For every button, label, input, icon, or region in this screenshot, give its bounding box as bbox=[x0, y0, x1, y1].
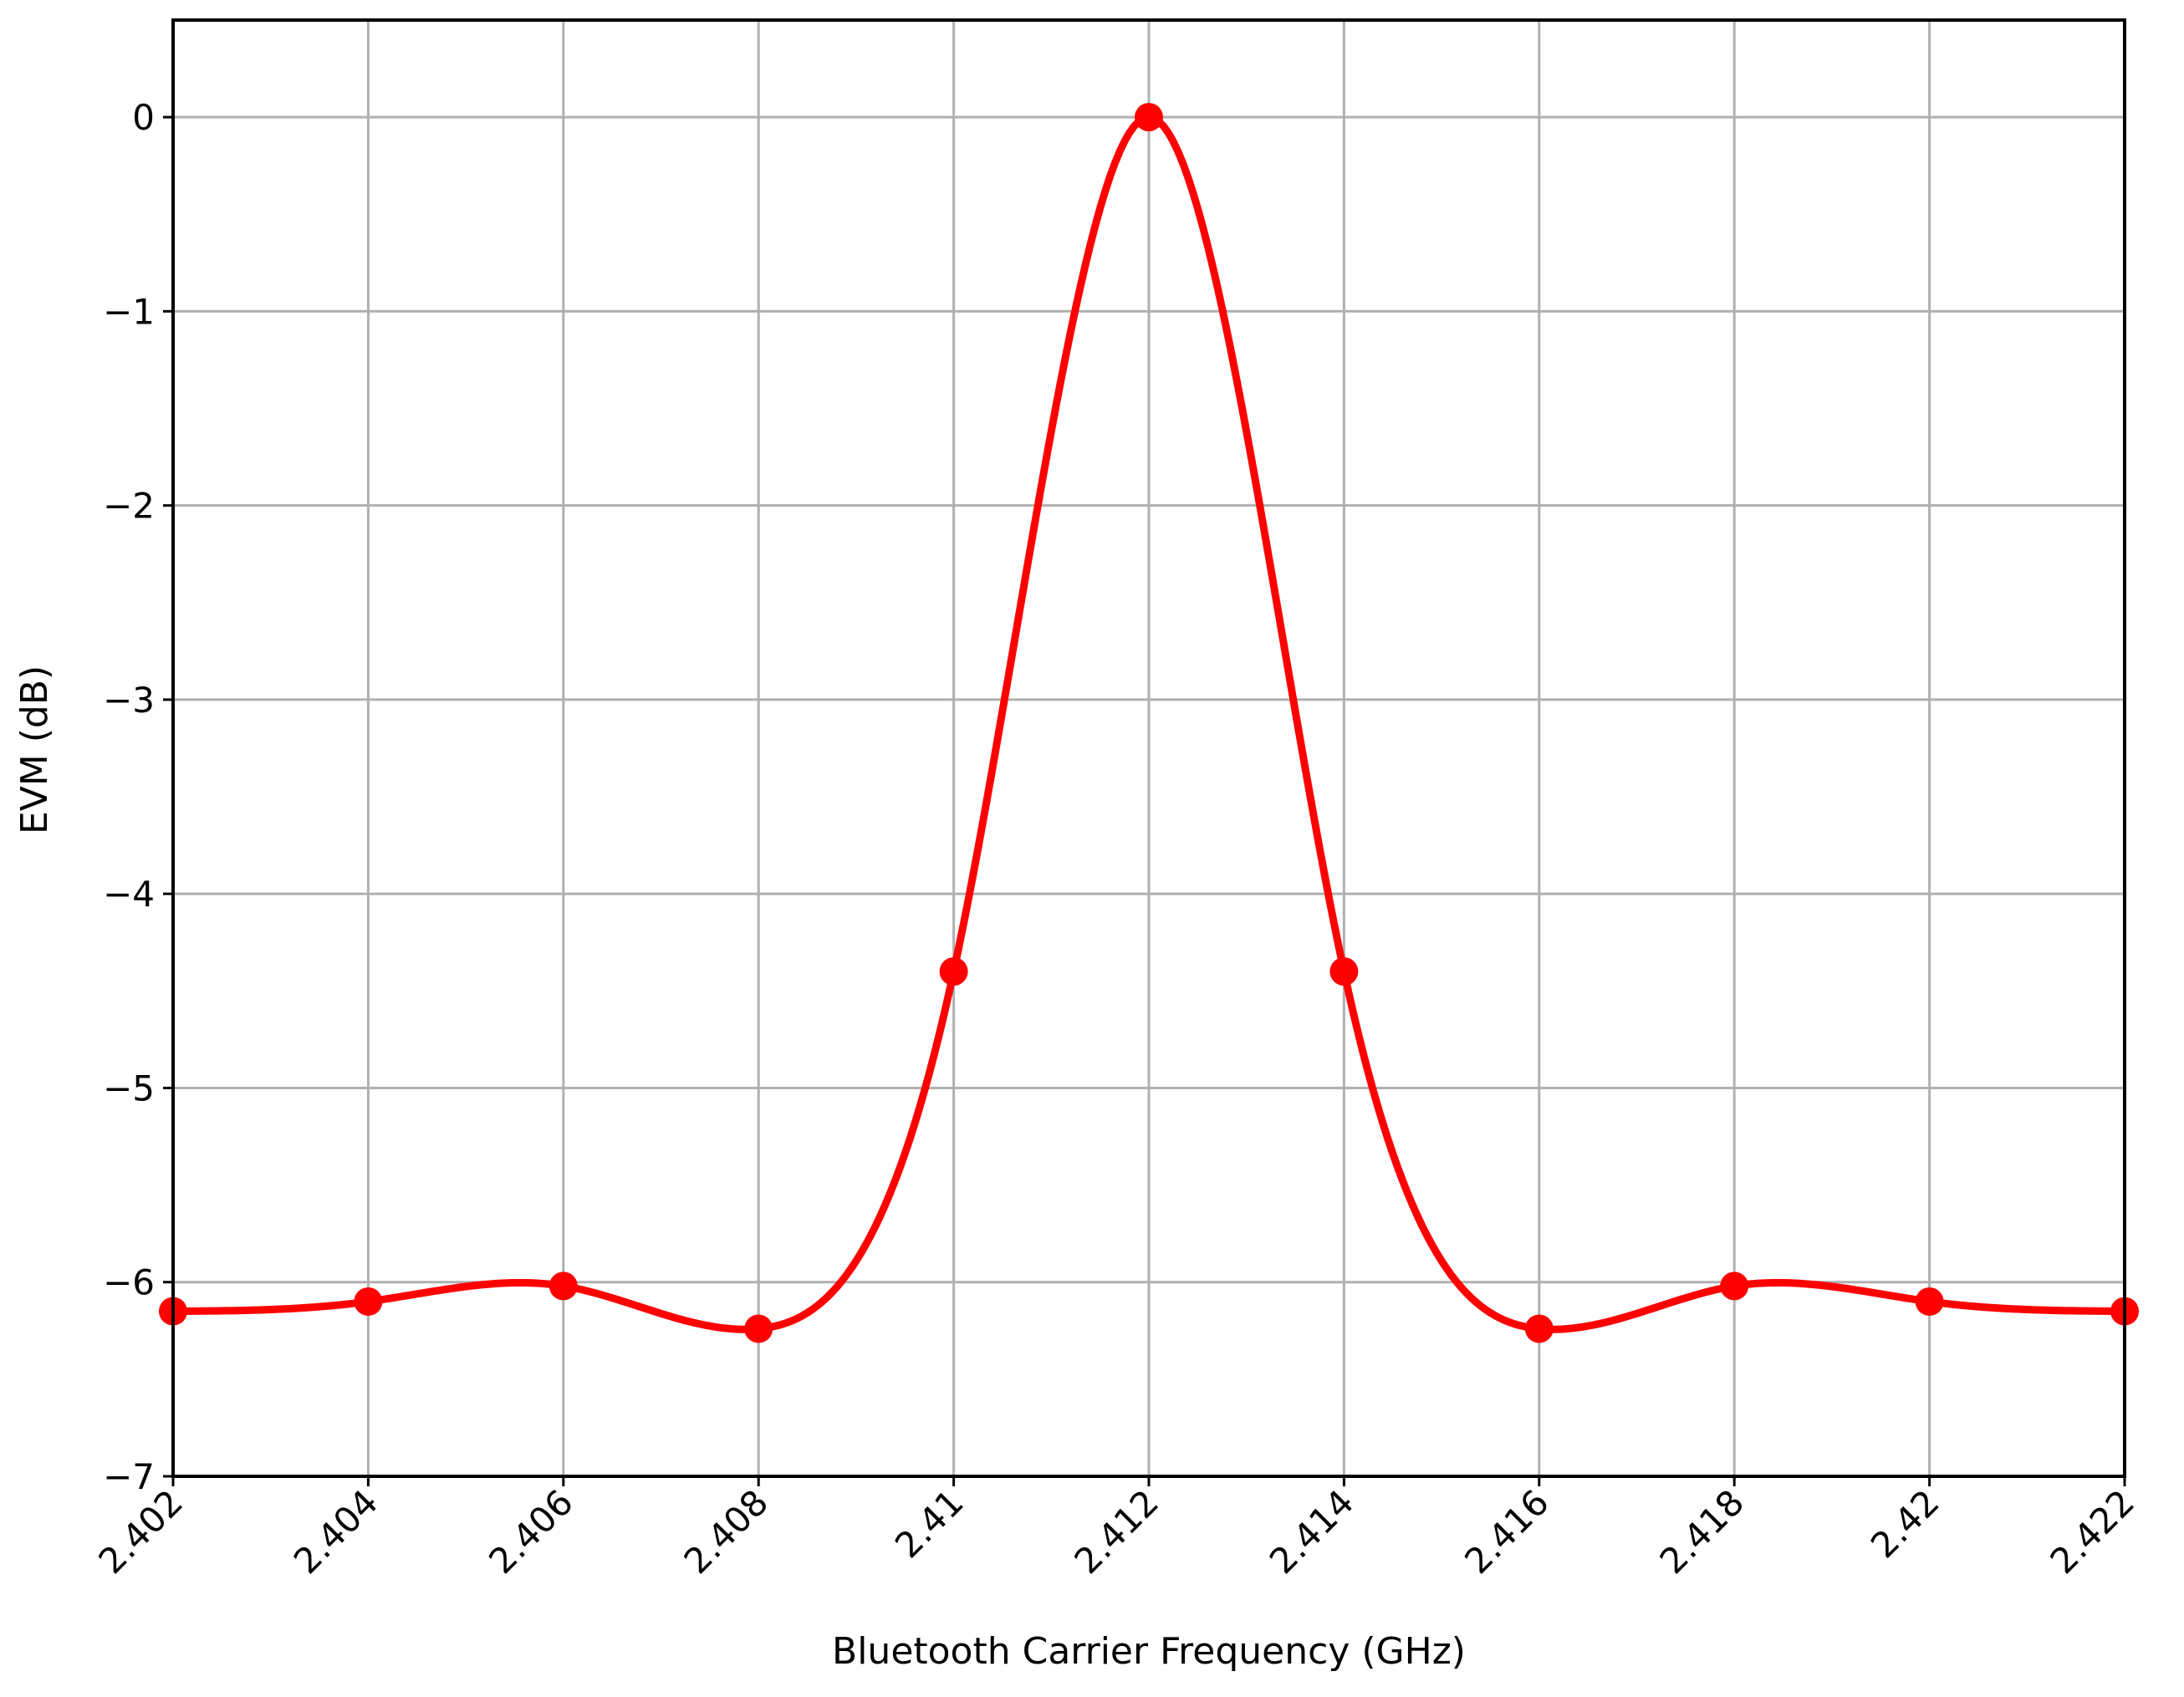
x-tick-label: 2.414 bbox=[1262, 1481, 1362, 1582]
x-tick-label: 2.412 bbox=[1066, 1481, 1166, 1582]
data-point bbox=[1915, 1287, 1944, 1316]
y-tick-label: −7 bbox=[103, 1456, 155, 1497]
x-tick-label: 2.404 bbox=[286, 1481, 386, 1582]
x-tick-label: 2.418 bbox=[1652, 1481, 1753, 1582]
x-axis-label: Bluetooth Carrier Frequency (GHz) bbox=[832, 1630, 1466, 1673]
data-point bbox=[1135, 103, 1163, 132]
x-tick-label: 2.406 bbox=[481, 1481, 581, 1582]
data-point bbox=[1720, 1271, 1749, 1301]
x-tick-label: 2.41 bbox=[887, 1481, 972, 1566]
x-tick-label: 2.408 bbox=[676, 1481, 777, 1582]
y-axis-label: EVM (dB) bbox=[13, 665, 56, 834]
data-points bbox=[159, 103, 2139, 1343]
data-point bbox=[939, 957, 968, 986]
y-tick-label: −1 bbox=[103, 291, 155, 332]
y-tick-label: −5 bbox=[103, 1068, 155, 1108]
x-axis-ticks: 2.402 2.404 2.406 2.408 2.41 2.412 2.414 2.416 2… bbox=[90, 1476, 2142, 1582]
y-tick-label: −6 bbox=[103, 1262, 155, 1303]
data-point bbox=[744, 1314, 773, 1343]
y-tick-label: −3 bbox=[103, 680, 155, 721]
x-tick-label: 2.42 bbox=[1863, 1481, 1947, 1566]
grid bbox=[171, 20, 2126, 1478]
y-tick-label: −2 bbox=[103, 486, 155, 527]
y-tick-label: 0 bbox=[132, 97, 155, 138]
x-tick-label: 2.422 bbox=[2042, 1481, 2142, 1582]
data-point bbox=[1329, 957, 1359, 986]
y-axis-ticks: 0 −1 −2 −3 −4 −5 −6 −7 bbox=[103, 97, 173, 1497]
data-point bbox=[549, 1271, 578, 1301]
data-point bbox=[1524, 1314, 1554, 1343]
y-tick-label: −4 bbox=[103, 874, 155, 915]
x-tick-label: 2.416 bbox=[1457, 1481, 1557, 1582]
data-point bbox=[354, 1287, 383, 1316]
